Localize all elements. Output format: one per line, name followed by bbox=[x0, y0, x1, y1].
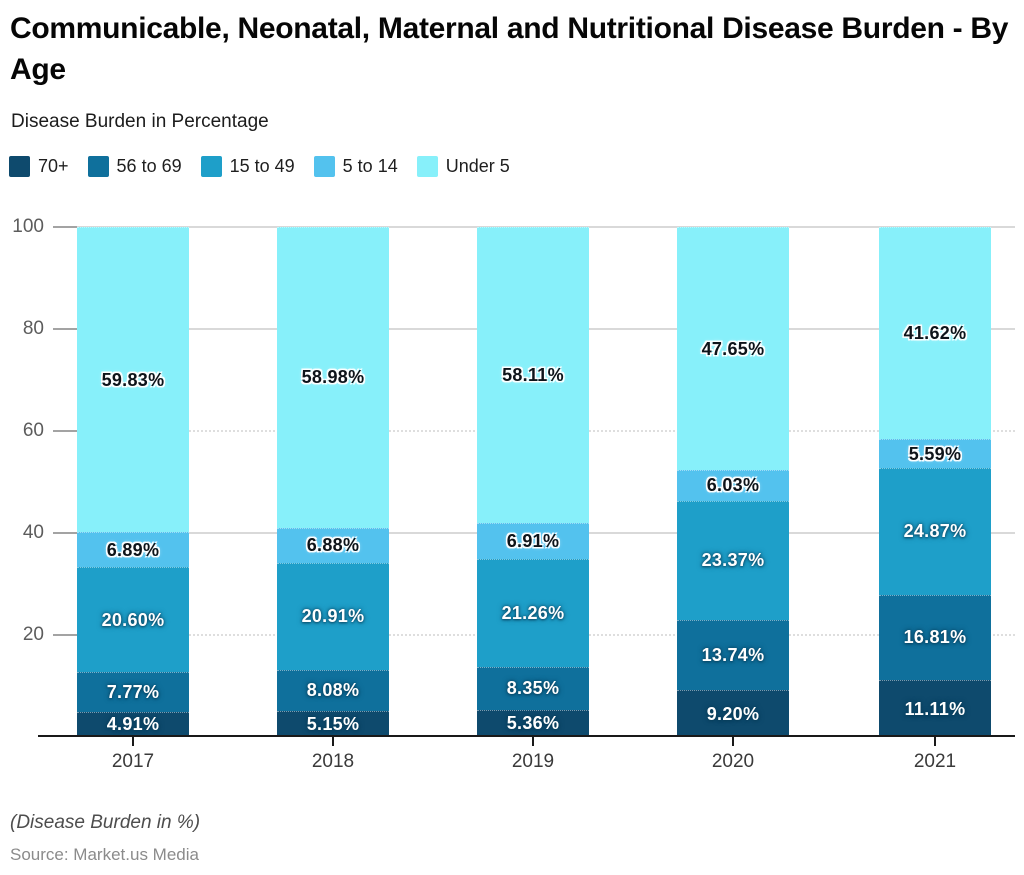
segment-value-label: 58.11% bbox=[502, 365, 564, 386]
segment-value-label: 6.91% bbox=[506, 531, 560, 552]
legend-item-15-to-49: 15 to 49 bbox=[200, 156, 295, 177]
bar-segment-2019-56-to-69: 8.35% bbox=[477, 667, 589, 710]
x-axis-tick-2020 bbox=[732, 737, 734, 746]
segment-value-label: 13.74% bbox=[701, 645, 765, 666]
legend-swatch-15-to-49 bbox=[200, 156, 222, 177]
y-axis-label-80: 80 bbox=[22, 318, 44, 339]
segment-value-label: 5.59% bbox=[908, 443, 962, 464]
x-axis-label-2019: 2019 bbox=[511, 751, 555, 772]
y-axis-label-60: 60 bbox=[22, 420, 44, 441]
legend-label: 5 to 14 bbox=[342, 156, 398, 176]
bar-segment-2018-under-5: 58.98% bbox=[277, 227, 389, 528]
x-axis-label-2017: 2017 bbox=[111, 751, 155, 772]
segment-value-label: 8.08% bbox=[306, 680, 360, 701]
bar-segment-2020-5-to-14: 6.03% bbox=[677, 470, 789, 501]
bar-segment-2020-15-to-49: 23.37% bbox=[677, 500, 789, 621]
legend-label: Under 5 bbox=[445, 156, 510, 176]
legend-label: 70+ bbox=[38, 156, 69, 176]
segment-value-label: 21.26% bbox=[501, 602, 565, 623]
segment-value-label: 6.88% bbox=[306, 535, 360, 556]
y-axis-tick bbox=[53, 226, 77, 228]
y-axis-tick bbox=[53, 532, 77, 534]
bar-segment-2019-5-to-14: 6.91% bbox=[477, 523, 589, 559]
legend-item-70: 70+ bbox=[9, 156, 69, 177]
y-axis-label-20: 20 bbox=[22, 624, 44, 645]
bar-segment-2020-70: 9.20% bbox=[677, 690, 789, 737]
legend-swatch-70 bbox=[9, 156, 30, 177]
x-axis-label-2021: 2021 bbox=[913, 751, 957, 772]
bar-segment-2017-5-to-14: 6.89% bbox=[77, 532, 189, 568]
legend-item-56-to-69: 56 to 69 bbox=[87, 156, 182, 177]
bar-2021: 11.11% 16.81% 24.87% 5.59% 41.62% bbox=[879, 227, 991, 737]
x-axis-label-2018: 2018 bbox=[311, 751, 355, 772]
bar-segment-2018-70: 5.15% bbox=[277, 710, 389, 737]
bar-segment-2020-56-to-69: 13.74% bbox=[677, 620, 789, 691]
bar-2017: 4.91% 7.77% 20.60% 6.89% 59.83% bbox=[77, 227, 189, 737]
gridline-100 bbox=[53, 226, 1015, 228]
bar-segment-2018-15-to-49: 20.91% bbox=[277, 562, 389, 670]
x-axis-tick-2019 bbox=[532, 737, 534, 746]
y-axis-label-40: 40 bbox=[22, 522, 44, 543]
segment-value-label: 8.35% bbox=[506, 678, 560, 699]
legend: 70+ 56 to 69 15 to 49 5 to 14 Under 5 bbox=[9, 156, 510, 177]
segment-value-label: 41.62% bbox=[903, 323, 967, 344]
bar-segment-2021-5-to-14: 5.59% bbox=[879, 439, 991, 468]
segment-value-label: 24.87% bbox=[903, 521, 967, 542]
legend-swatch-under-5 bbox=[416, 156, 438, 177]
segment-value-label: 16.81% bbox=[903, 627, 967, 648]
segment-value-label: 20.60% bbox=[101, 609, 165, 630]
y-axis-tick bbox=[53, 328, 77, 330]
x-axis-line bbox=[38, 735, 1015, 737]
legend-item-5-to-14: 5 to 14 bbox=[313, 156, 398, 177]
bar-segment-2020-under-5: 47.65% bbox=[677, 227, 789, 471]
legend-label: 15 to 49 bbox=[229, 156, 295, 176]
bar-segment-2021-15-to-49: 24.87% bbox=[879, 467, 991, 595]
y-axis-tick bbox=[53, 430, 77, 432]
footnote: (Disease Burden in %) bbox=[10, 812, 201, 833]
x-axis-label-2020: 2020 bbox=[711, 751, 755, 772]
x-axis-tick-2017 bbox=[132, 737, 134, 746]
bar-segment-2019-15-to-49: 21.26% bbox=[477, 558, 589, 668]
segment-value-label: 58.98% bbox=[301, 367, 365, 388]
chart-subtitle: Disease Burden in Percentage bbox=[11, 111, 269, 132]
bar-segment-2017-under-5: 59.83% bbox=[77, 227, 189, 533]
segment-value-label: 4.91% bbox=[106, 714, 160, 735]
segment-value-label: 5.15% bbox=[306, 713, 360, 734]
segment-value-label: 5.36% bbox=[506, 713, 560, 734]
x-axis-tick-2018 bbox=[332, 737, 334, 746]
segment-value-label: 20.91% bbox=[301, 606, 365, 627]
bar-segment-2017-15-to-49: 20.60% bbox=[77, 567, 189, 673]
bar-segment-2021-56-to-69: 16.81% bbox=[879, 594, 991, 681]
y-axis-label-100: 100 bbox=[12, 216, 44, 237]
legend-item-under-5: Under 5 bbox=[416, 156, 510, 177]
bar-segment-2019-70: 5.36% bbox=[477, 709, 589, 737]
bar-segment-2019-under-5: 58.11% bbox=[477, 227, 589, 524]
bar-segment-2017-56-to-69: 7.77% bbox=[77, 672, 189, 712]
legend-label: 56 to 69 bbox=[116, 156, 182, 176]
bar-2019: 5.36% 8.35% 21.26% 6.91% 58.11% bbox=[477, 227, 589, 737]
segment-value-label: 6.03% bbox=[706, 475, 760, 496]
bar-segment-2021-70: 11.11% bbox=[879, 680, 991, 737]
segment-value-label: 23.37% bbox=[701, 550, 765, 571]
bar-segment-2018-5-to-14: 6.88% bbox=[277, 527, 389, 563]
segment-value-label: 7.77% bbox=[106, 682, 160, 703]
bar-segment-2018-56-to-69: 8.08% bbox=[277, 669, 389, 711]
segment-value-label: 47.65% bbox=[701, 338, 765, 359]
y-axis-tick bbox=[53, 634, 77, 636]
segment-value-label: 6.89% bbox=[106, 539, 160, 560]
plot-area: 4.91% 7.77% 20.60% 6.89% 59.83% 5.15% 8.08% 20.… bbox=[53, 226, 1015, 737]
bar-segment-2017-70: 4.91% bbox=[77, 711, 189, 737]
bar-2018: 5.15% 8.08% 20.91% 6.88% 58.98% bbox=[277, 227, 389, 737]
x-axis-tick-2021 bbox=[934, 737, 936, 746]
segment-value-label: 11.11% bbox=[904, 698, 966, 719]
segment-value-label: 59.83% bbox=[101, 369, 165, 390]
source-attribution: Source: Market.us Media bbox=[10, 845, 199, 864]
bar-2020: 9.20% 13.74% 23.37% 6.03% 47.65% bbox=[677, 227, 789, 737]
legend-swatch-5-to-14 bbox=[313, 156, 335, 177]
legend-swatch-56-to-69 bbox=[87, 156, 109, 177]
segment-value-label: 9.20% bbox=[706, 703, 760, 724]
chart-title: Communicable, Neonatal, Maternal and Nut… bbox=[10, 12, 1009, 86]
bar-segment-2021-under-5: 41.62% bbox=[879, 227, 991, 440]
